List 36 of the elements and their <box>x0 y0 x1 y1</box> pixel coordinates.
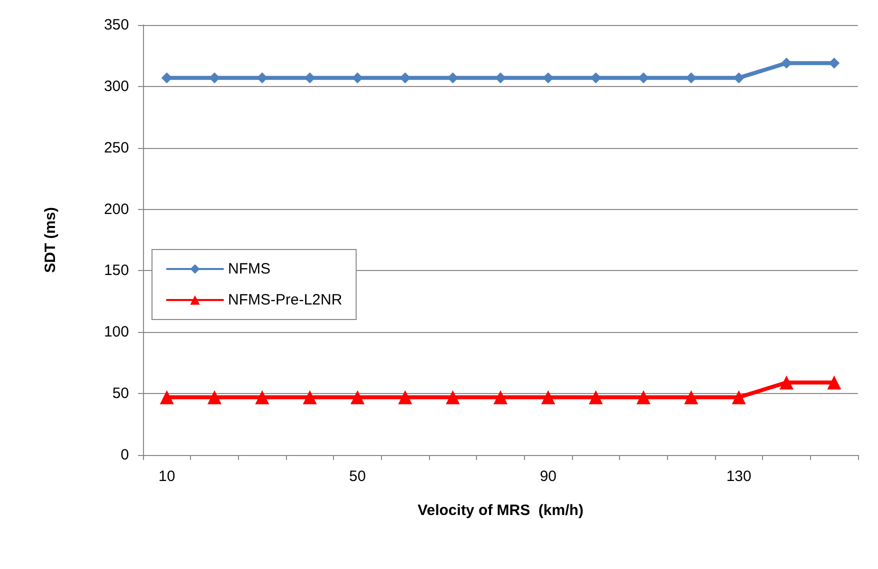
y-tick-label: 300 <box>104 78 129 95</box>
point <box>495 72 506 84</box>
x-axis-title: Velocity of MRS (km/h) <box>418 502 584 519</box>
y-tick-label: 100 <box>104 324 129 341</box>
point <box>209 72 220 84</box>
y-axis-title: SDT (ms) <box>42 207 59 273</box>
point <box>781 58 792 69</box>
y-tick-label: 200 <box>104 200 129 218</box>
legend-label: NFMS-Pre-L2NR <box>228 292 342 308</box>
x-tick-label: 130 <box>726 468 752 485</box>
point <box>302 390 317 404</box>
point <box>827 376 842 390</box>
point <box>732 390 746 404</box>
y-tick-label: 0 <box>120 446 129 464</box>
legend-label: NFMS <box>228 260 270 278</box>
y-tick-label: 50 <box>112 385 129 402</box>
point <box>494 390 508 404</box>
point <box>588 390 603 404</box>
point <box>208 390 222 404</box>
x-tick-label: 50 <box>349 468 366 485</box>
point <box>350 390 364 404</box>
x-tick-label: 10 <box>158 468 176 485</box>
x-tick-label: 90 <box>540 468 557 485</box>
point <box>684 390 698 404</box>
y-tick-label: 250 <box>104 139 129 156</box>
point <box>398 390 412 404</box>
point <box>352 72 363 84</box>
y-tick-label: 350 <box>104 16 129 34</box>
point <box>638 72 649 84</box>
point <box>636 390 650 404</box>
point <box>160 390 174 404</box>
point <box>541 390 556 404</box>
point <box>780 376 794 390</box>
y-tick-label: 150 <box>104 262 129 280</box>
point <box>446 390 460 404</box>
point <box>255 390 270 404</box>
